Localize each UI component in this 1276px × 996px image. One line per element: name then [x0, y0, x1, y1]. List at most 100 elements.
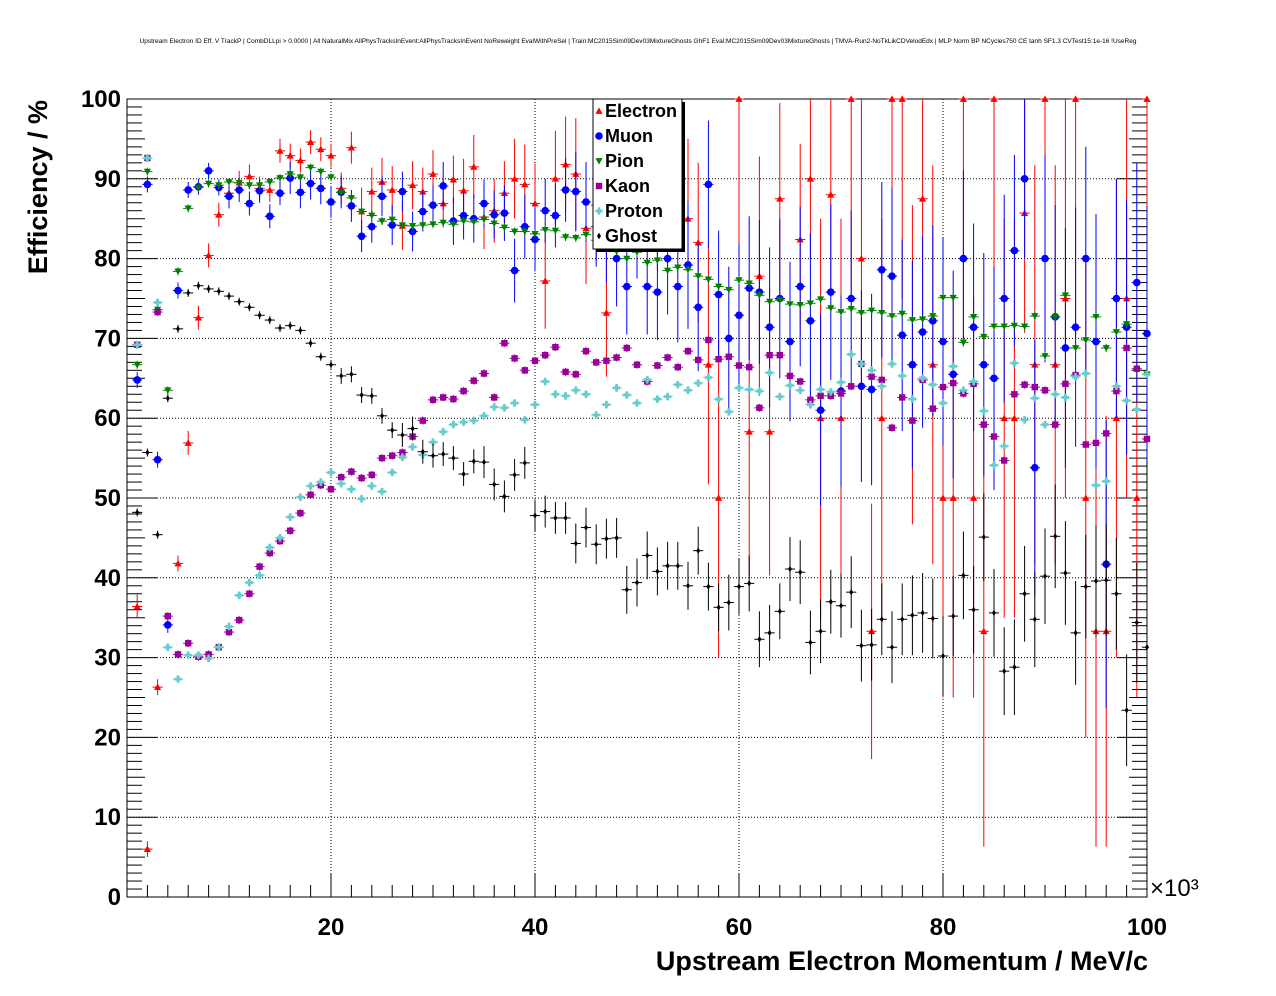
muon-marker — [419, 207, 427, 216]
electron-marker — [317, 145, 325, 153]
ghost-marker — [318, 353, 323, 360]
muon-marker — [653, 288, 662, 296]
kaon-marker — [807, 396, 814, 404]
pion-point — [723, 285, 734, 294]
pion-marker — [531, 230, 539, 238]
proton-point — [1111, 382, 1122, 391]
muon-marker — [867, 385, 876, 394]
ghost-marker — [737, 583, 741, 590]
proton-point — [662, 392, 673, 401]
muon-point — [376, 176, 388, 217]
ghost-marker — [1124, 707, 1129, 714]
kaon-point — [1019, 380, 1030, 389]
proton-marker — [215, 643, 223, 651]
proton-point — [213, 643, 224, 652]
muon-point — [438, 162, 449, 210]
electron-marker — [449, 175, 457, 183]
kaon-point — [285, 526, 296, 535]
ghost-point — [927, 578, 938, 659]
proton-marker — [368, 482, 376, 490]
muon-point — [387, 205, 398, 246]
muon-point — [1029, 339, 1040, 596]
pion-marker — [857, 309, 865, 317]
ghost-marker — [257, 312, 262, 319]
ghost-marker — [573, 540, 578, 547]
muon-marker — [1143, 329, 1151, 338]
electron-point — [203, 243, 214, 268]
muon-point — [142, 176, 153, 193]
muon-marker — [429, 201, 437, 209]
pion-marker — [1051, 313, 1059, 321]
muon-point — [244, 191, 255, 216]
electron-point — [468, 134, 479, 199]
pion-point — [835, 308, 847, 317]
kaon-marker — [664, 354, 671, 361]
proton-marker — [551, 390, 559, 398]
muon-marker — [1112, 294, 1121, 303]
pion-point — [897, 309, 908, 318]
proton-point — [978, 407, 989, 416]
muon-marker — [857, 382, 866, 391]
ghost-marker — [165, 395, 170, 402]
muon-marker — [684, 261, 692, 269]
ghost-point — [1019, 545, 1030, 642]
ghost-point — [968, 565, 979, 654]
proton-point — [438, 427, 449, 436]
proton-point — [1060, 393, 1071, 402]
pion-point — [183, 204, 194, 213]
ghost-point — [1141, 587, 1149, 708]
pion-marker — [296, 174, 304, 181]
electron-marker — [205, 251, 213, 259]
electron-marker — [1000, 414, 1008, 422]
ghost-point — [356, 387, 367, 404]
muon-point — [162, 616, 173, 633]
pion-marker — [449, 221, 457, 228]
muon-marker — [939, 337, 947, 346]
ghost-point — [713, 583, 724, 632]
kaon-point — [999, 456, 1010, 465]
ghost-marker — [696, 547, 701, 554]
proton-point — [519, 415, 530, 424]
ghost-marker — [828, 598, 833, 605]
muon-point — [295, 176, 306, 209]
kaon-point — [774, 351, 785, 360]
pion-marker — [133, 361, 141, 369]
proton-point — [356, 494, 367, 503]
muon-point — [682, 201, 694, 329]
pion-point — [234, 178, 245, 187]
pion-point — [580, 230, 592, 239]
ghost-marker — [706, 583, 711, 590]
electron-marker — [888, 95, 896, 102]
ghost-marker — [777, 608, 782, 615]
muon-point — [1090, 213, 1102, 470]
ghost-marker — [1012, 663, 1017, 671]
proton-point — [621, 391, 632, 400]
proton-point — [795, 386, 806, 395]
pion-marker — [1041, 353, 1049, 360]
kaon-marker — [1113, 387, 1120, 395]
ghost-marker — [635, 579, 639, 586]
ghost-point — [784, 537, 796, 601]
kaon-marker — [542, 351, 549, 359]
pion-marker — [500, 224, 508, 232]
pion-point — [703, 275, 714, 284]
y-tick-label: 70 — [94, 325, 121, 352]
muon-marker — [980, 360, 988, 369]
muon-marker — [806, 317, 815, 325]
kaon-point — [427, 395, 439, 404]
kaon-point — [611, 353, 622, 362]
y-tick-label: 10 — [94, 804, 121, 831]
muon-marker — [133, 376, 141, 384]
electron-point — [305, 130, 316, 155]
kaon-marker — [511, 355, 518, 362]
electron-point — [183, 430, 194, 455]
proton-point — [591, 411, 602, 419]
kaon-point — [305, 490, 316, 499]
proton-marker — [643, 376, 651, 384]
ghost-marker — [339, 372, 344, 380]
kaon-marker — [1103, 430, 1110, 437]
kaon-marker — [460, 387, 467, 395]
proton-point — [937, 399, 949, 408]
ghost-point — [733, 558, 745, 615]
kaon-marker — [603, 357, 610, 364]
